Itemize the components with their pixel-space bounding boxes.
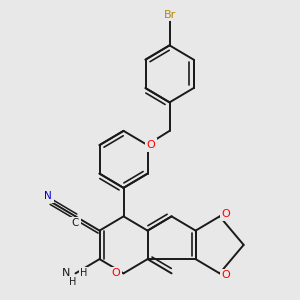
Text: N: N bbox=[44, 191, 52, 201]
Text: Br: Br bbox=[164, 10, 176, 20]
Text: O: O bbox=[221, 270, 230, 280]
Text: O: O bbox=[112, 268, 121, 278]
Text: H: H bbox=[80, 268, 88, 278]
Text: N: N bbox=[62, 268, 70, 278]
Text: H: H bbox=[68, 277, 76, 287]
Text: C: C bbox=[72, 218, 79, 228]
Text: O: O bbox=[146, 140, 155, 150]
Text: O: O bbox=[221, 209, 230, 219]
